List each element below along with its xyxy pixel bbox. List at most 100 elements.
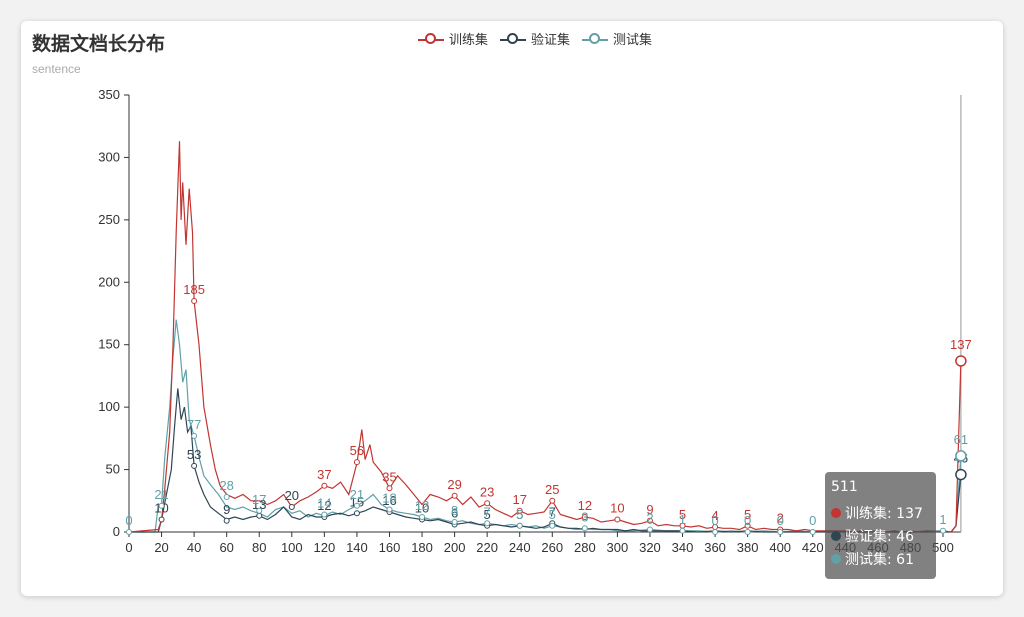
- data-point: [223, 517, 230, 524]
- x-tick-label: 380: [737, 540, 759, 555]
- y-tick-label: 50: [106, 462, 120, 477]
- data-point: [809, 529, 816, 535]
- data-label: 137: [950, 337, 972, 352]
- data-point: [581, 525, 588, 532]
- x-tick-label: 300: [607, 540, 629, 555]
- data-label: 7: [484, 504, 491, 519]
- legend-item-test[interactable]: 测试集: [582, 29, 652, 48]
- data-point: [191, 298, 198, 305]
- data-point: [549, 497, 556, 504]
- data-point: [158, 516, 165, 523]
- legend-item-validation[interactable]: 验证集: [500, 29, 570, 48]
- data-label: 15: [350, 494, 364, 509]
- data-point: [126, 529, 132, 535]
- tooltip: 511 训练集: 137 验证集: 46 测试集: 61: [825, 472, 936, 579]
- data-label: 2: [646, 511, 653, 526]
- data-label: 23: [480, 484, 494, 499]
- chart-title: 数据文档长分布: [32, 33, 166, 55]
- data-label: 29: [447, 477, 461, 492]
- data-label: 16: [382, 493, 396, 508]
- data-point: [679, 527, 686, 534]
- data-point: [353, 459, 360, 466]
- data-label: 56: [350, 443, 364, 458]
- data-label: 0: [809, 513, 816, 528]
- data-label: 28: [219, 478, 233, 493]
- data-point: [321, 511, 328, 518]
- x-tick-label: 80: [252, 540, 266, 555]
- x-tick-label: 40: [187, 540, 201, 555]
- x-tick-label: 340: [672, 540, 694, 555]
- tooltip-row-text: 测试集: 61: [845, 551, 914, 568]
- data-point: [614, 516, 621, 523]
- x-tick-label: 140: [346, 540, 368, 555]
- y-tick-label: 150: [98, 337, 120, 352]
- legend-label: 测试集: [613, 33, 653, 48]
- y-tick-label: 200: [98, 274, 120, 289]
- data-label: 18: [382, 491, 396, 506]
- data-point: [353, 510, 360, 517]
- data-label: 13: [252, 497, 266, 512]
- data-point: [191, 462, 198, 469]
- data-point: [940, 527, 946, 534]
- data-point: [484, 500, 491, 507]
- data-label: 5: [744, 507, 751, 522]
- y-tick-label: 350: [98, 87, 120, 102]
- data-label: 2: [777, 511, 784, 526]
- data-label: 1: [939, 512, 946, 527]
- x-tick-label: 220: [476, 540, 498, 555]
- series-dot-icon: [831, 507, 841, 518]
- data-point: [516, 522, 523, 529]
- data-point: [419, 514, 426, 521]
- data-point: [451, 492, 458, 499]
- chart-subtitle: sentence: [32, 62, 81, 76]
- data-point: [158, 502, 165, 509]
- data-label: 35: [382, 469, 396, 484]
- legend-label: 验证集: [531, 33, 571, 48]
- data-point: [777, 529, 784, 535]
- data-point: [955, 468, 967, 481]
- tooltip-row: 测试集: 61: [831, 547, 930, 570]
- data-point: [955, 450, 967, 462]
- data-label: 5: [516, 507, 523, 522]
- x-tick-label: 200: [444, 540, 466, 555]
- data-label: 185: [183, 282, 205, 297]
- x-tick-label: 60: [219, 540, 233, 555]
- data-point: [712, 529, 719, 535]
- series-dot-icon: [831, 553, 841, 564]
- x-tick-label: 0: [125, 540, 132, 555]
- data-label: 7: [549, 504, 556, 519]
- legend-item-train[interactable]: 训练集: [418, 29, 488, 48]
- data-label: 77: [187, 417, 201, 432]
- legend-label: 训练集: [449, 33, 489, 48]
- y-tick-label: 100: [98, 399, 120, 414]
- data-label: 61: [954, 432, 968, 447]
- data-point: [288, 504, 295, 511]
- x-tick-label: 280: [574, 540, 596, 555]
- data-point: [223, 494, 230, 501]
- data-label: 17: [252, 492, 266, 507]
- data-label: 14: [317, 496, 331, 511]
- series-dot-icon: [831, 530, 841, 541]
- data-point: [386, 485, 393, 492]
- x-tick-label: 120: [314, 540, 336, 555]
- data-point: [744, 529, 751, 535]
- data-point: [321, 482, 328, 489]
- y-tick-label: 0: [113, 524, 120, 539]
- x-tick-label: 240: [509, 540, 531, 555]
- x-tick-label: 320: [639, 540, 661, 555]
- tooltip-row: 训练集: 137: [831, 501, 930, 524]
- data-label: 5: [679, 507, 686, 522]
- legend-marker-icon: [418, 32, 444, 46]
- data-point: [516, 507, 523, 514]
- data-label: 0: [744, 513, 751, 528]
- data-label: 37: [317, 467, 331, 482]
- data-point: [484, 520, 491, 527]
- legend-marker-icon: [582, 32, 609, 46]
- x-tick-label: 20: [154, 540, 168, 555]
- data-label: 21: [350, 487, 364, 502]
- data-label: 0: [777, 513, 784, 528]
- data-label: 4: [711, 508, 718, 523]
- tooltip-header: 511: [831, 479, 858, 495]
- data-point: [191, 432, 198, 439]
